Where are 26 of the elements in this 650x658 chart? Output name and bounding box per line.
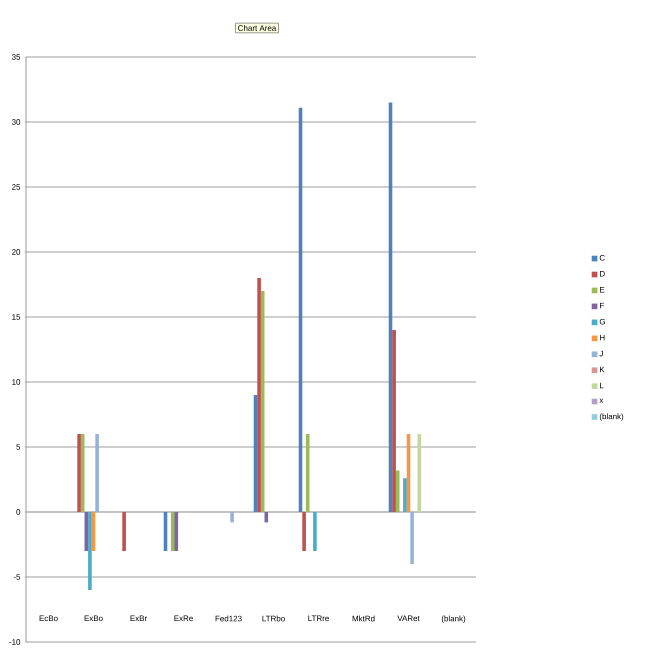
bar xyxy=(164,512,168,551)
bar xyxy=(392,330,396,512)
bar xyxy=(84,512,88,551)
bar xyxy=(406,434,410,512)
bar xyxy=(388,102,392,512)
bar xyxy=(396,470,400,512)
bar xyxy=(77,434,81,512)
bar xyxy=(418,434,422,512)
bar xyxy=(170,512,175,551)
bar xyxy=(257,278,261,512)
bar xyxy=(80,434,84,512)
bar xyxy=(254,394,258,512)
bar xyxy=(298,108,302,512)
bar xyxy=(92,512,96,551)
bar xyxy=(403,478,407,512)
bar xyxy=(174,512,178,551)
bar xyxy=(230,512,234,522)
bar xyxy=(122,512,126,551)
bar xyxy=(410,512,414,564)
bar xyxy=(260,290,265,512)
bar xyxy=(302,512,306,551)
bar xyxy=(306,434,310,512)
bar xyxy=(88,512,92,590)
bar xyxy=(95,434,99,512)
bar xyxy=(313,512,317,551)
bar xyxy=(264,512,268,522)
